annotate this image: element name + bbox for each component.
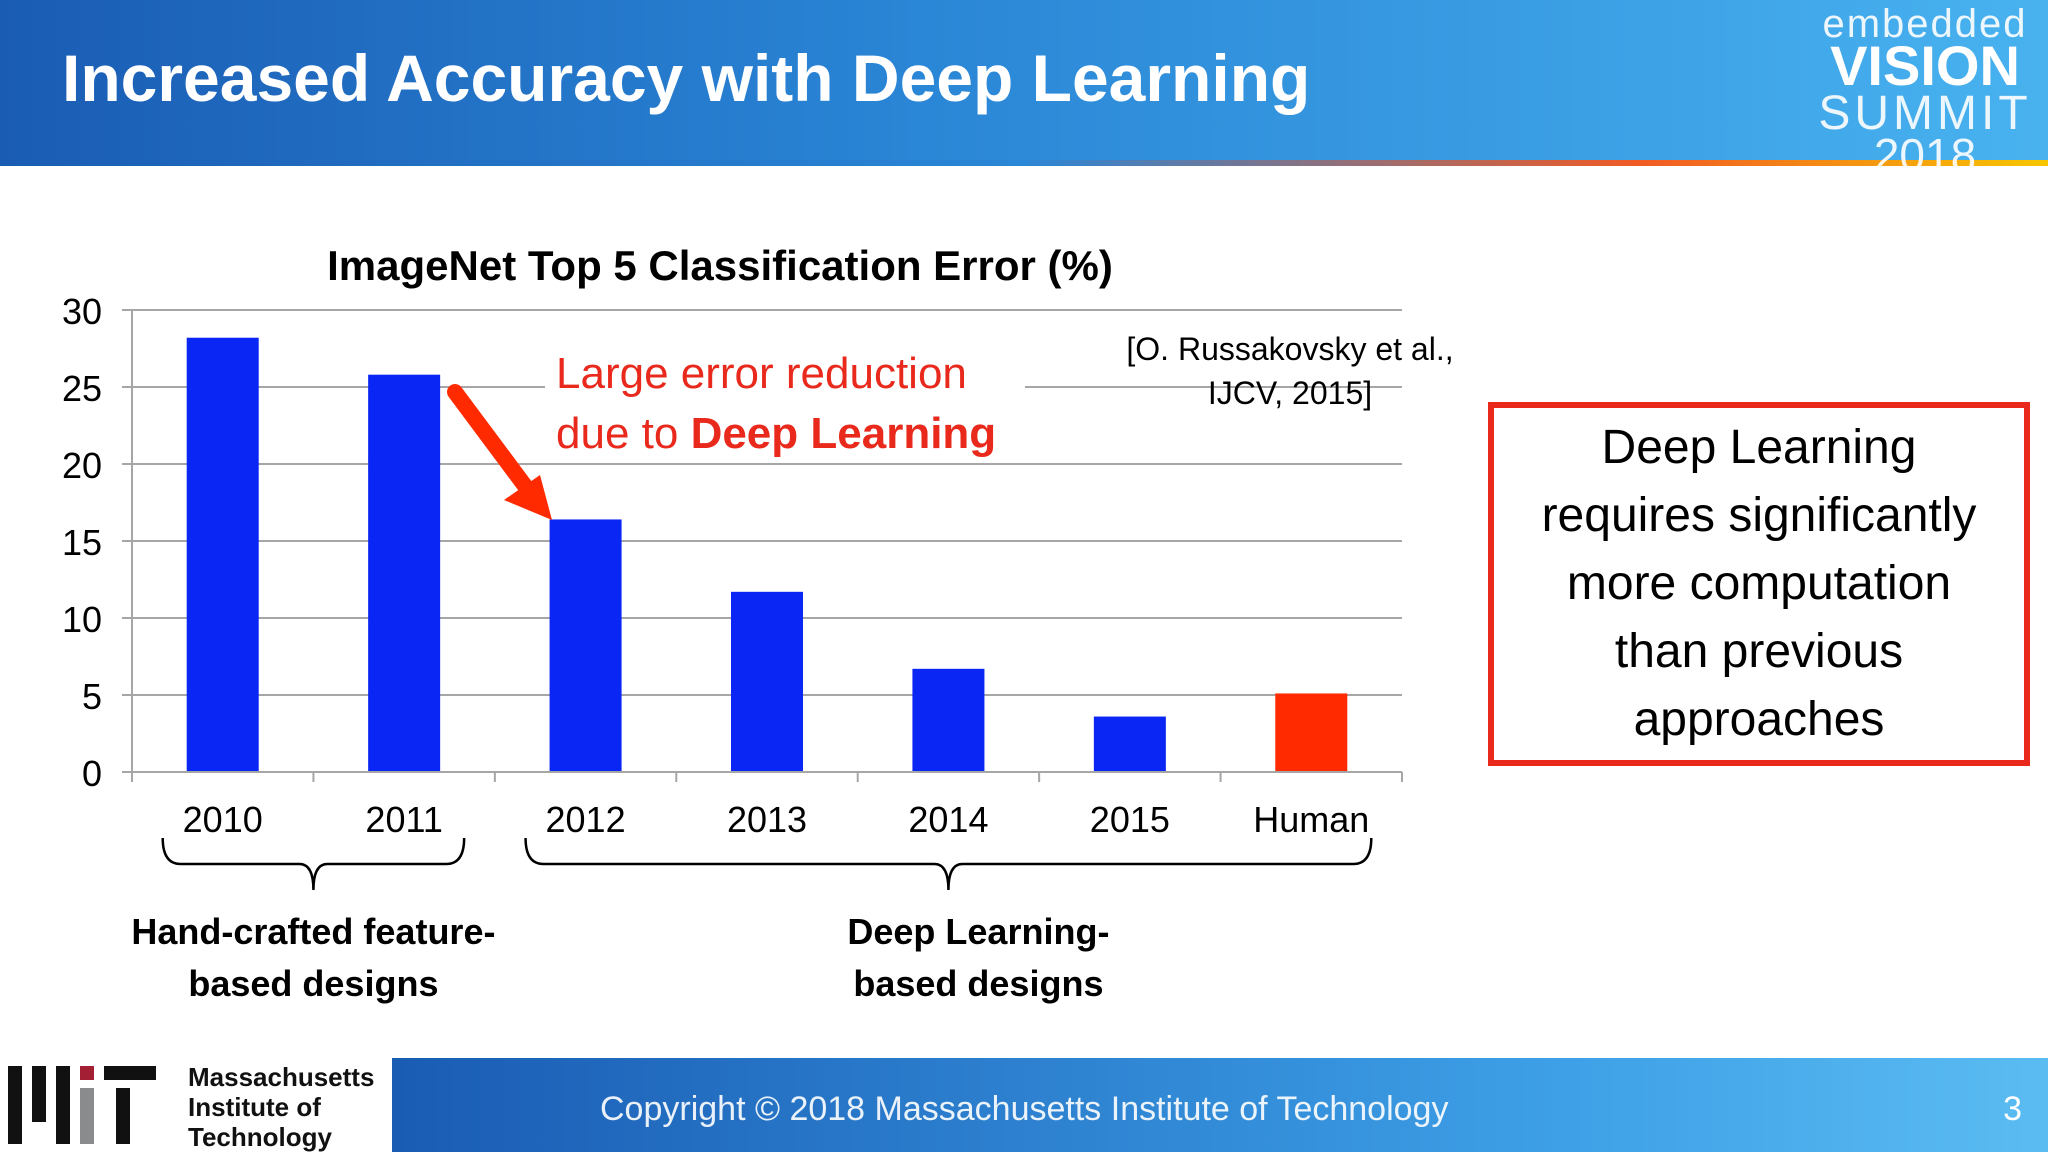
chart-bars <box>186 337 1348 772</box>
callout-line: requires significantly <box>1541 489 1977 542</box>
callout-line: Deep Learning <box>1601 421 1917 474</box>
annotation-background <box>545 338 1025 458</box>
callout-line: more computation <box>1566 557 1952 610</box>
mit-logo <box>8 1066 156 1144</box>
chart-annotation: Large error reduction due to Deep Learni… <box>447 338 1025 520</box>
header-bar <box>0 0 2048 160</box>
y-tick-label: 10 <box>62 599 102 640</box>
bar-human <box>1275 693 1348 772</box>
y-tick-label: 30 <box>62 291 102 332</box>
bar-2012 <box>549 519 622 772</box>
page-number: 3 <box>2003 1090 2022 1128</box>
copyright-text: Copyright © 2018 Massachusetts Institute… <box>600 1090 1449 1128</box>
annotation-line-2: due to Deep Learning <box>556 409 996 458</box>
group-brace <box>524 837 1373 891</box>
annotation-arrow-shaft <box>447 384 536 498</box>
y-tick-label: 25 <box>62 368 102 409</box>
x-tick-label: Human <box>1253 799 1369 840</box>
brand-logo: embedded VISION SUMMIT 2018 <box>1810 4 2040 178</box>
brand-line-1: embedded <box>1822 2 2028 46</box>
brand-line-4: 2018 <box>1873 129 1977 181</box>
group-label-line: Hand-crafted feature- <box>131 911 495 952</box>
callout-line: than previous <box>1614 625 1904 678</box>
footer-bar <box>392 1058 2048 1152</box>
annotation-line-2-bold: Deep Learning <box>691 409 997 458</box>
bar-2014 <box>912 668 985 772</box>
bar-chart: ImageNet Top 5 Classification Error (%) … <box>62 242 1454 1004</box>
group-label-line: based designs <box>188 963 438 1004</box>
brand-line-3: SUMMIT <box>1818 87 2032 140</box>
brand-line-2: VISION <box>1830 34 2020 97</box>
y-tick-label: 20 <box>62 445 102 486</box>
callout-line: approaches <box>1633 693 1885 746</box>
y-tick-label: 0 <box>82 753 102 794</box>
y-tick-label: 5 <box>82 676 102 717</box>
institution-line: Massachusetts <box>188 1062 375 1092</box>
bar-2013 <box>731 591 803 772</box>
x-tick-label: 2012 <box>546 799 626 840</box>
chart-groups: Hand-crafted feature-based designs Deep L… <box>131 837 1373 1004</box>
chart-title: ImageNet Top 5 Classification Error (%) <box>327 242 1113 289</box>
institution-line: Institute of <box>188 1092 321 1122</box>
y-tick-label: 15 <box>62 522 102 563</box>
annotation-line-1: Large error reduction <box>556 349 967 398</box>
x-tick-label: 2013 <box>727 799 807 840</box>
bar-2015 <box>1093 716 1166 772</box>
x-tick-label: 2010 <box>183 799 263 840</box>
group-label-line: based designs <box>853 963 1103 1004</box>
annotation-arrow-head <box>504 475 552 520</box>
bar-2011 <box>368 374 441 772</box>
x-tick-label: 2011 <box>365 799 442 840</box>
institution-name: Massachusetts Institute of Technology <box>188 1062 374 1152</box>
citation-line-2: IJCV, 2015] <box>1208 375 1372 411</box>
annotation-line-2-prefix: due to <box>556 409 691 458</box>
bar-2010 <box>186 337 259 772</box>
slide-title: Increased Accuracy with Deep Learning <box>62 41 1311 115</box>
institution-line: Technology <box>188 1122 332 1152</box>
callout-text: Deep Learning requires significantly mor… <box>1542 414 1977 754</box>
x-tick-label: 2014 <box>908 799 988 840</box>
header-rule <box>0 160 2048 166</box>
group-brace <box>161 837 466 891</box>
citation: [O. Russakovsky et al., IJCV, 2015] <box>1126 331 1453 411</box>
citation-line-1: [O. Russakovsky et al., <box>1126 331 1453 367</box>
chart-axes: 0 5 10 15 20 25 30 2010 2011 2012 2013 2014 2015 Huma… <box>62 291 1403 840</box>
x-tick-label: 2015 <box>1090 799 1170 840</box>
callout-box: Deep Learning requires significantly mor… <box>1488 402 2030 766</box>
group-label-line: Deep Learning- <box>847 911 1109 952</box>
